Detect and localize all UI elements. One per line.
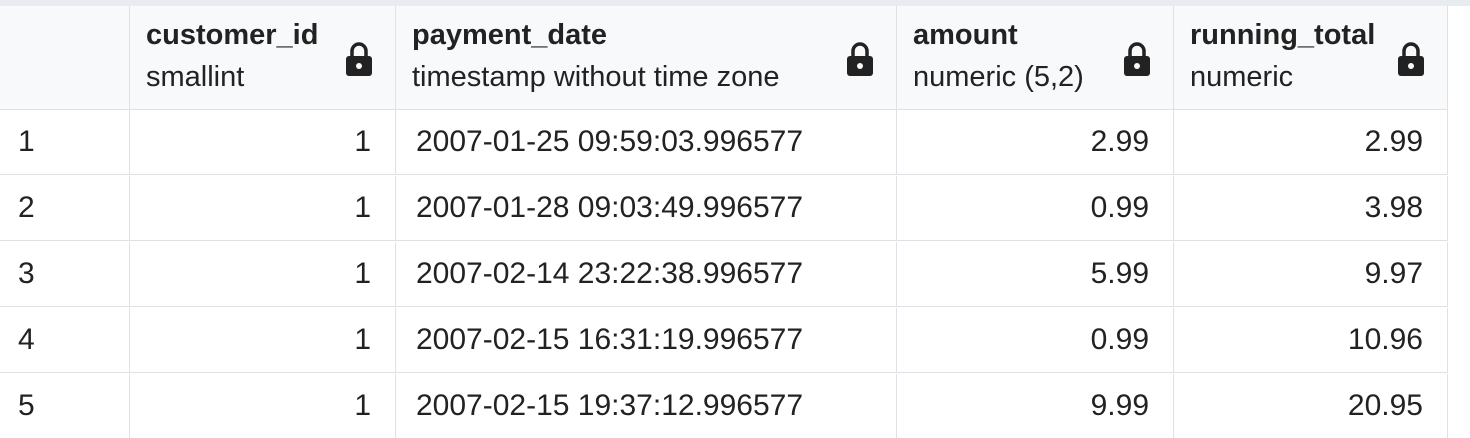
cell-amount[interactable]: 2.99 — [897, 110, 1174, 174]
column-type: numeric — [1190, 61, 1294, 93]
cell-payment-date[interactable]: 2007-02-15 19:37:12.996577 — [396, 374, 897, 438]
cell-payment-date[interactable]: 2007-02-15 16:31:19.996577 — [396, 308, 897, 372]
row-number-cell[interactable]: 5 — [0, 374, 130, 438]
column-name: amount — [913, 19, 1018, 51]
cell-payment-date[interactable]: 2007-01-28 09:03:49.996577 — [396, 176, 897, 240]
cell-running-total[interactable]: 20.95 — [1174, 374, 1448, 438]
column-name: customer_id — [146, 19, 319, 51]
column-header-running-total[interactable]: running_total numeric — [1174, 6, 1448, 109]
row-number-cell[interactable]: 4 — [0, 308, 130, 372]
table-row[interactable]: 1 1 2007-01-25 09:59:03.996577 2.99 2.99 — [0, 110, 1448, 175]
column-header-payment-date[interactable]: payment_date timestamp without time zone — [396, 6, 897, 109]
toolbar-edge — [0, 0, 1470, 6]
cell-customer-id[interactable]: 1 — [130, 374, 396, 438]
row-number-header[interactable] — [0, 6, 130, 109]
cell-payment-date[interactable]: 2007-02-14 23:22:38.996577 — [396, 242, 897, 306]
column-type: smallint — [146, 61, 245, 93]
cell-amount[interactable]: 5.99 — [897, 242, 1174, 306]
lock-icon — [1398, 42, 1424, 76]
column-header-customer-id[interactable]: customer_id smallint — [130, 6, 396, 109]
cell-customer-id[interactable]: 1 — [130, 176, 396, 240]
row-number-cell[interactable]: 2 — [0, 176, 130, 240]
column-header-amount[interactable]: amount numeric (5,2) — [897, 6, 1174, 109]
cell-customer-id[interactable]: 1 — [130, 308, 396, 372]
column-type: numeric (5,2) — [913, 61, 1084, 93]
cell-amount[interactable]: 9.99 — [897, 374, 1174, 438]
cell-running-total[interactable]: 10.96 — [1174, 308, 1448, 372]
column-name: running_total — [1190, 19, 1376, 51]
column-header-row: customer_id smallint payment_date timest… — [0, 6, 1448, 110]
column-type: timestamp without time zone — [412, 61, 780, 93]
table-row[interactable]: 4 1 2007-02-15 16:31:19.996577 0.99 10.9… — [0, 308, 1448, 373]
row-number-cell[interactable]: 3 — [0, 242, 130, 306]
grid-empty-area — [1448, 6, 1470, 438]
table-row[interactable]: 3 1 2007-02-14 23:22:38.996577 5.99 9.97 — [0, 242, 1448, 307]
column-name: payment_date — [412, 19, 608, 51]
lock-icon — [847, 42, 873, 76]
cell-running-total[interactable]: 9.97 — [1174, 242, 1448, 306]
lock-icon — [346, 42, 372, 76]
cell-customer-id[interactable]: 1 — [130, 110, 396, 174]
results-data-grid: customer_id smallint payment_date timest… — [0, 6, 1470, 438]
cell-payment-date[interactable]: 2007-01-25 09:59:03.996577 — [396, 110, 897, 174]
cell-customer-id[interactable]: 1 — [130, 242, 396, 306]
cell-amount[interactable]: 0.99 — [897, 176, 1174, 240]
lock-icon — [1124, 42, 1150, 76]
cell-amount[interactable]: 0.99 — [897, 308, 1174, 372]
cell-running-total[interactable]: 2.99 — [1174, 110, 1448, 174]
table-row[interactable]: 5 1 2007-02-15 19:37:12.996577 9.99 20.9… — [0, 374, 1448, 438]
cell-running-total[interactable]: 3.98 — [1174, 176, 1448, 240]
row-number-cell[interactable]: 1 — [0, 110, 130, 174]
table-row[interactable]: 2 1 2007-01-28 09:03:49.996577 0.99 3.98 — [0, 176, 1448, 241]
